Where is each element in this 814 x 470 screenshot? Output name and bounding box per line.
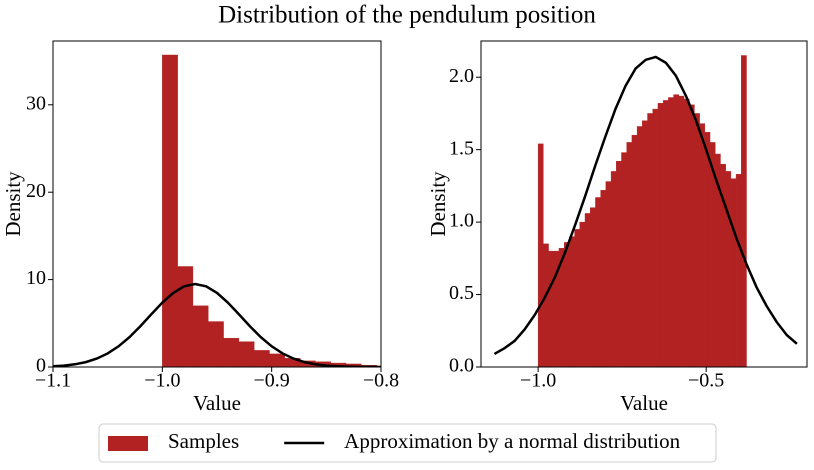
y-tick-label: 0.0 <box>449 355 474 377</box>
y-tick-label: 30 <box>26 92 46 114</box>
histogram-bar <box>741 55 747 367</box>
y-tick-label: 0.5 <box>449 282 474 304</box>
histogram-bar <box>730 178 737 367</box>
histogram-bar <box>269 353 285 367</box>
histogram-bar <box>735 174 742 367</box>
x-tick-label: −0.5 <box>688 370 724 392</box>
legend-label: Approximation by a normal distribution <box>344 429 680 453</box>
histogram-bar <box>162 54 178 367</box>
histogram-bar <box>621 152 627 367</box>
histogram-bar <box>636 126 643 367</box>
legend-swatch <box>108 436 148 451</box>
histogram-bar <box>647 113 653 367</box>
histogram-bar <box>574 229 581 367</box>
histogram-bar <box>616 161 622 367</box>
histogram-bar <box>223 337 240 367</box>
histogram-bar <box>238 341 255 367</box>
y-tick-label: 10 <box>26 267 46 289</box>
histogram-bar <box>537 143 544 367</box>
plot-area <box>493 55 798 367</box>
histogram-bar <box>543 243 549 367</box>
histogram-bar <box>569 236 575 367</box>
histogram-bar <box>668 97 674 367</box>
normal-curve <box>493 55 798 356</box>
y-tick-label: 0 <box>36 355 46 377</box>
histogram-bar <box>683 98 690 367</box>
x-tick-label: −0.8 <box>363 370 399 392</box>
histogram-bar <box>548 250 554 367</box>
x-axis-label: Value <box>193 391 241 415</box>
x-tick-label: −1.0 <box>520 370 556 392</box>
histogram-bar <box>704 132 711 367</box>
y-axis-label: Density <box>1 171 25 237</box>
histogram-bar <box>725 171 732 367</box>
histogram-bar <box>177 266 194 367</box>
y-tick-label: 20 <box>26 180 46 202</box>
histogram-bar <box>694 113 700 367</box>
histogram-bar <box>689 104 695 367</box>
x-axis-label: Value <box>620 391 668 415</box>
histogram-bar <box>678 95 685 367</box>
histogram-bar <box>595 197 601 367</box>
histogram-bar <box>662 100 669 367</box>
histogram-bar <box>626 142 633 367</box>
y-axis-label: Density <box>426 171 450 237</box>
histogram-bar <box>631 134 638 367</box>
legend-frame <box>98 423 717 463</box>
histogram-bar <box>605 181 612 367</box>
plot-area <box>53 54 381 367</box>
histogram-bar <box>208 321 224 367</box>
histogram-bar <box>590 207 596 367</box>
x-tick-label: −1.0 <box>144 370 180 392</box>
y-tick-label: 2.0 <box>449 65 474 87</box>
histogram-bar <box>253 350 270 367</box>
x-tick-label: −0.9 <box>254 370 290 392</box>
legend-label: Samples <box>168 429 239 453</box>
histogram-bar <box>642 120 648 367</box>
figure-title: Distribution of the pendulum position <box>218 2 596 29</box>
y-tick-label: 1.5 <box>449 137 474 159</box>
histogram-bar <box>579 221 586 367</box>
normal-curve <box>53 282 381 367</box>
histogram-bar <box>652 108 659 367</box>
histogram-bar <box>657 103 664 367</box>
y-tick-label: 1.0 <box>449 210 474 232</box>
histogram-bar <box>610 171 617 367</box>
histogram-bar <box>192 305 209 367</box>
axes-frame <box>480 40 808 368</box>
histogram-bar <box>600 190 607 367</box>
histogram-bar <box>584 213 591 367</box>
histogram-bar <box>699 123 706 367</box>
axes-frame <box>52 40 382 368</box>
histogram-bar <box>673 94 679 367</box>
histogram-bar <box>563 242 570 367</box>
x-tick-label: −1.1 <box>35 370 71 392</box>
